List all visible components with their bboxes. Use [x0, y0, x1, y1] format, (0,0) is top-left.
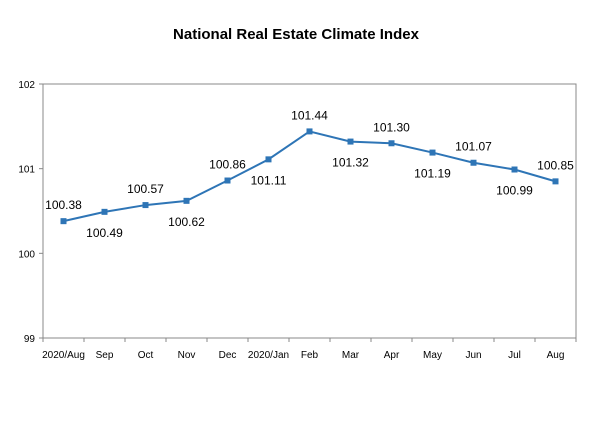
- x-tick-label: Feb: [301, 350, 319, 361]
- y-tick-label: 100: [18, 249, 35, 260]
- x-tick-label: Mar: [342, 350, 360, 361]
- data-label: 100.38: [45, 198, 82, 212]
- plot-area: [42, 83, 577, 339]
- y-tick-label: 101: [18, 165, 35, 176]
- data-label: 100.99: [496, 184, 533, 198]
- x-tick-label: Jun: [465, 350, 481, 361]
- data-point: [429, 149, 436, 156]
- chart-title: National Real Estate Climate Index: [173, 26, 420, 43]
- data-point: [552, 178, 559, 185]
- data-point: [60, 218, 67, 225]
- x-tick-label: Sep: [96, 350, 114, 361]
- x-tick-label: Dec: [219, 350, 237, 361]
- x-tick-label: 2020/Jan: [248, 350, 289, 361]
- data-label: 101.11: [251, 173, 287, 187]
- data-label: 100.62: [168, 215, 205, 229]
- x-tick-label: Aug: [547, 350, 565, 361]
- y-tick-label: 99: [24, 334, 36, 345]
- data-label: 101.07: [455, 140, 492, 154]
- data-point: [306, 128, 313, 135]
- data-point: [142, 202, 149, 209]
- x-tick-label: Nov: [178, 350, 196, 361]
- data-label: 100.85: [537, 158, 574, 172]
- x-tick-label: Jul: [508, 350, 521, 361]
- y-tick-label: 102: [18, 80, 35, 91]
- x-tick-label: May: [423, 350, 442, 361]
- data-point: [224, 177, 231, 184]
- x-tick-label: 2020/Aug: [42, 350, 85, 361]
- data-point: [265, 156, 272, 163]
- data-point: [347, 138, 354, 145]
- data-label: 100.57: [127, 182, 164, 196]
- data-point: [511, 166, 518, 173]
- data-point: [388, 140, 395, 147]
- data-label: 101.32: [332, 156, 369, 170]
- data-label: 100.49: [86, 226, 123, 240]
- data-point: [470, 159, 477, 166]
- data-point: [101, 208, 108, 215]
- data-label: 101.30: [373, 120, 410, 134]
- data-point: [183, 197, 190, 204]
- data-label: 101.44: [291, 108, 328, 122]
- data-label: 101.19: [414, 167, 451, 181]
- x-tick-label: Apr: [384, 350, 400, 361]
- x-tick-label: Oct: [138, 350, 154, 361]
- data-label: 100.86: [209, 158, 246, 172]
